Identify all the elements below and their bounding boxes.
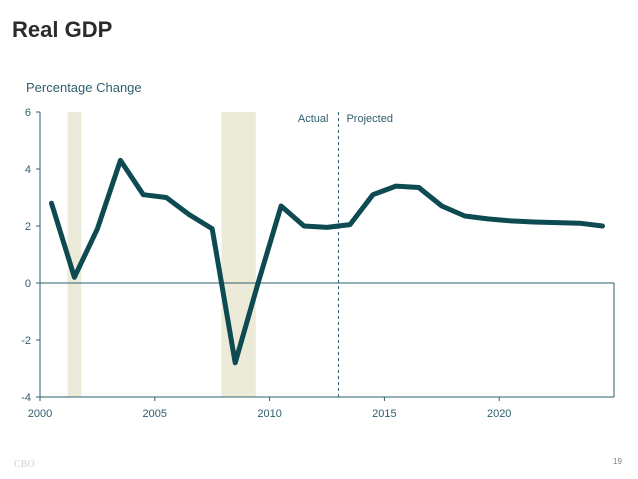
y-tick-label: 6 bbox=[25, 107, 31, 119]
x-tick-label: 2020 bbox=[487, 408, 511, 420]
ticks-group: 6 4 2 0 -2 -4 2000 2005 2010 2015 2020 bbox=[21, 107, 511, 420]
x-tick-label: 2015 bbox=[372, 408, 396, 420]
slide-title: Real GDP bbox=[12, 17, 113, 42]
x-tick-label: 2005 bbox=[143, 408, 167, 420]
axes-group bbox=[39, 112, 615, 398]
x-tick-label: 2010 bbox=[257, 408, 281, 420]
y-tick-label: 4 bbox=[25, 164, 31, 176]
y-tick-label: -4 bbox=[21, 392, 31, 404]
recession-band-1 bbox=[67, 112, 82, 397]
x-tick-label: 2000 bbox=[28, 408, 52, 420]
projected-label: Projected bbox=[346, 113, 392, 125]
gdp-series-line bbox=[49, 157, 605, 366]
page-number: 19 bbox=[613, 457, 622, 466]
footer-cbo-logo: CBO bbox=[14, 459, 35, 470]
y-tick-label: -2 bbox=[21, 335, 31, 347]
y-axis-title: Percentage Change bbox=[26, 80, 142, 95]
y-tick-label: 2 bbox=[25, 221, 31, 233]
series-group bbox=[49, 157, 605, 366]
y-tick-label: 0 bbox=[25, 278, 31, 290]
recession-shading-group bbox=[67, 112, 256, 397]
actual-label: Actual bbox=[298, 113, 329, 125]
